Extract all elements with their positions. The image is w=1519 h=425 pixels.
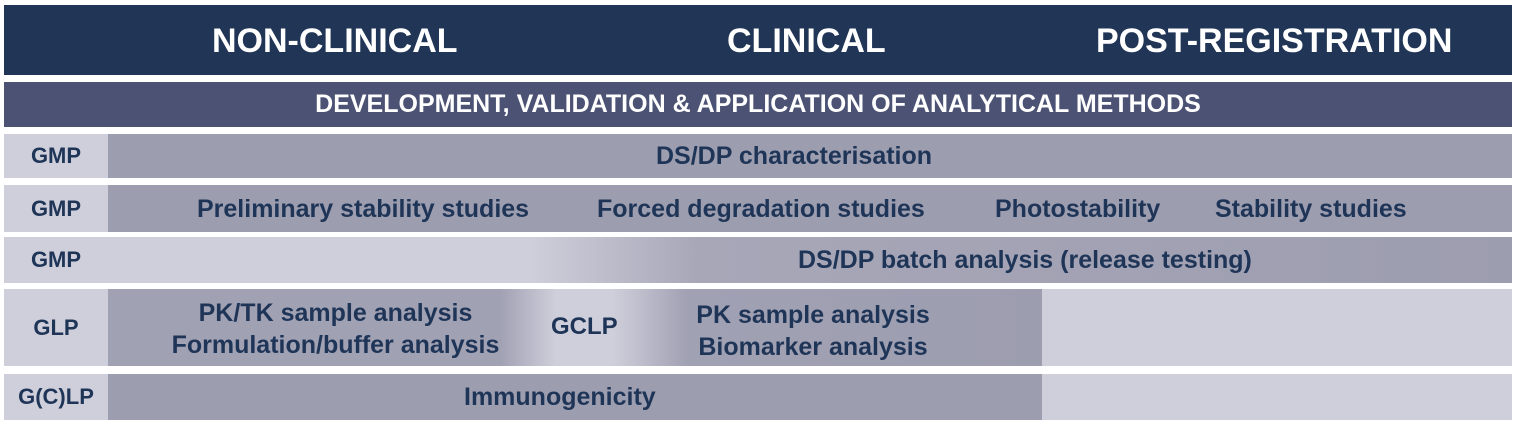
- row3-label: GMP: [4, 237, 108, 283]
- row1-bar: DS/DP characterisation: [108, 134, 1512, 178]
- row5-post-registration-empty: [1042, 374, 1512, 420]
- ds-dp-batch-analysis: DS/DP batch analysis (release testing): [798, 246, 1252, 274]
- phase-header: NON-CLINICAL CLINICAL POST-REGISTRATION: [4, 5, 1512, 75]
- gclp-label: GCLP: [551, 313, 618, 340]
- gclp-items: PK sample analysis Biomarker analysis: [673, 299, 953, 363]
- pk-sample-analysis: PK sample analysis: [696, 301, 930, 329]
- glp-items: PK/TK sample analysis Formulation/buffer…: [138, 297, 533, 361]
- row4-label: GLP: [4, 289, 108, 366]
- formulation-buffer-analysis: Formulation/buffer analysis: [171, 331, 500, 359]
- forced-degradation-studies: Forced degradation studies: [597, 195, 925, 223]
- phase-clinical: CLINICAL: [727, 22, 886, 60]
- row5-label: G(C)LP: [4, 374, 108, 420]
- row1-label: GMP: [4, 134, 108, 178]
- ds-dp-characterisation: DS/DP characterisation: [656, 142, 933, 170]
- methods-banner: DEVELOPMENT, VALIDATION & APPLICATION OF…: [4, 82, 1512, 127]
- row3-bar: DS/DP batch analysis (release testing): [108, 237, 1512, 283]
- row2-bar: Preliminary stability studies Forced deg…: [108, 185, 1512, 232]
- row5-bar: Immunogenicity: [108, 374, 1042, 420]
- biomarker-analysis: Biomarker analysis: [698, 333, 928, 361]
- row4-post-registration-empty: [1042, 289, 1512, 366]
- immunogenicity: Immunogenicity: [464, 383, 656, 411]
- photostability: Photostability: [995, 195, 1161, 223]
- row2-label: GMP: [4, 185, 108, 232]
- phase-non-clinical: NON-CLINICAL: [212, 22, 458, 60]
- preliminary-stability-studies: Preliminary stability studies: [197, 195, 530, 223]
- pk-tk-sample-analysis: PK/TK sample analysis: [198, 299, 473, 327]
- stability-studies: Stability studies: [1215, 195, 1407, 223]
- phase-post-registration: POST-REGISTRATION: [1096, 22, 1453, 60]
- row4-bar: PK/TK sample analysis Formulation/buffer…: [108, 289, 1042, 366]
